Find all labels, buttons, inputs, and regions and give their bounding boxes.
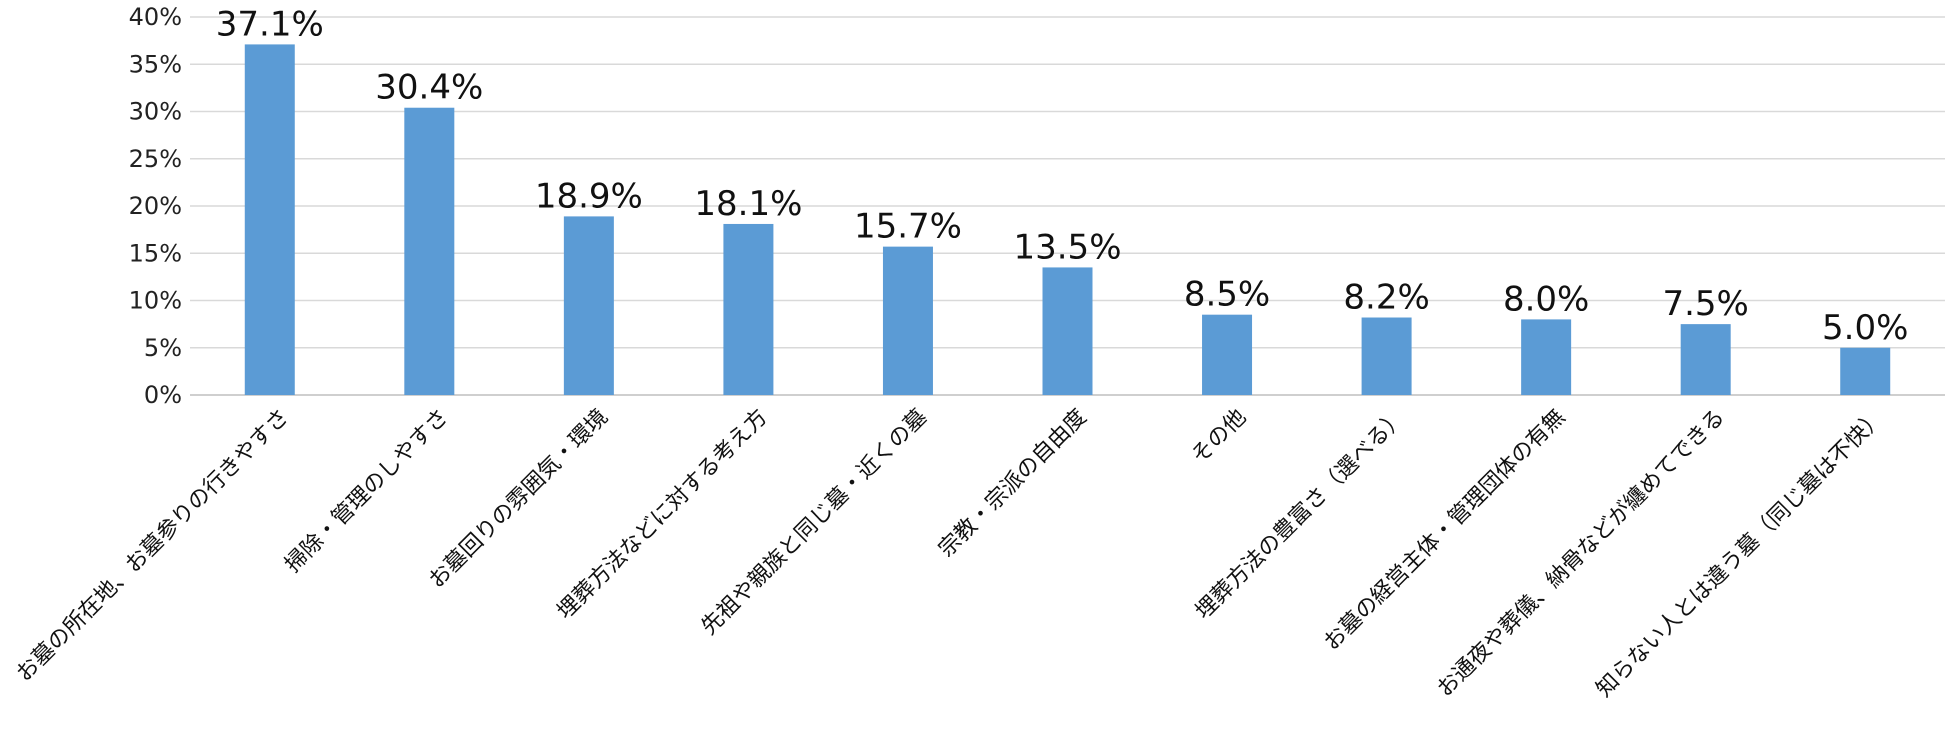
x-axis-labels: お墓の所在地、お墓参りの行きやすさ掃除・管理のしやすさお墓回りの雰囲気・環境埋葬…: [12, 405, 1890, 703]
bar: [244, 44, 295, 395]
bar: [882, 246, 933, 395]
bar: [1042, 267, 1093, 395]
y-tick-label: 35%: [129, 50, 182, 78]
y-tick-label: 40%: [129, 3, 182, 31]
y-tick-label: 20%: [129, 192, 182, 220]
data-labels: 37.1% 30.4% 18.9% 18.1% 15.7% 13.5% 8.5% 8.2% 8.…: [216, 4, 1909, 347]
category-label: お墓の所在地、お墓参りの行きやすさ: [12, 405, 294, 687]
data-label: 30.4%: [375, 68, 483, 108]
data-label: 8.0%: [1503, 279, 1589, 319]
bar: [1361, 317, 1412, 395]
category-label: お墓回りの雰囲気・環境: [424, 405, 613, 594]
data-label: 8.5%: [1184, 275, 1270, 315]
category-label: 知らない人とは違う墓（同じ墓は不快）: [1592, 405, 1890, 703]
y-axis-ticks: 0% 5% 10% 15% 20% 25% 30% 35% 40%: [129, 3, 182, 409]
data-label: 13.5%: [1013, 227, 1121, 267]
data-label: 15.7%: [854, 207, 962, 247]
y-tick-label: 25%: [129, 145, 182, 173]
y-tick-label: 15%: [129, 239, 182, 267]
data-label: 5.0%: [1822, 308, 1908, 348]
bar: [563, 216, 614, 395]
data-label: 18.9%: [535, 176, 643, 216]
gridlines: [190, 16, 1945, 396]
data-label: 18.1%: [694, 184, 802, 224]
y-tick-label: 0%: [144, 381, 182, 409]
bar: [723, 223, 774, 395]
category-label: お通夜や葬儀、納骨などが纏めてできる: [1433, 405, 1730, 702]
y-tick-label: 10%: [129, 287, 182, 315]
data-label: 8.2%: [1343, 278, 1429, 318]
y-tick-label: 30%: [129, 98, 182, 126]
bar: [1202, 314, 1253, 395]
bar: [1840, 347, 1891, 395]
category-label: 宗教・宗派の自由度: [934, 405, 1092, 563]
category-label: その他: [1187, 405, 1251, 469]
bar: [404, 107, 455, 395]
y-tick-label: 5%: [144, 334, 182, 362]
category-label: 掃除・管理のしやすさ: [280, 405, 453, 578]
data-label: 7.5%: [1662, 284, 1748, 324]
bars: [244, 44, 1891, 395]
bar: [1680, 324, 1731, 395]
data-label: 37.1%: [216, 4, 324, 44]
bar: [1521, 319, 1572, 395]
